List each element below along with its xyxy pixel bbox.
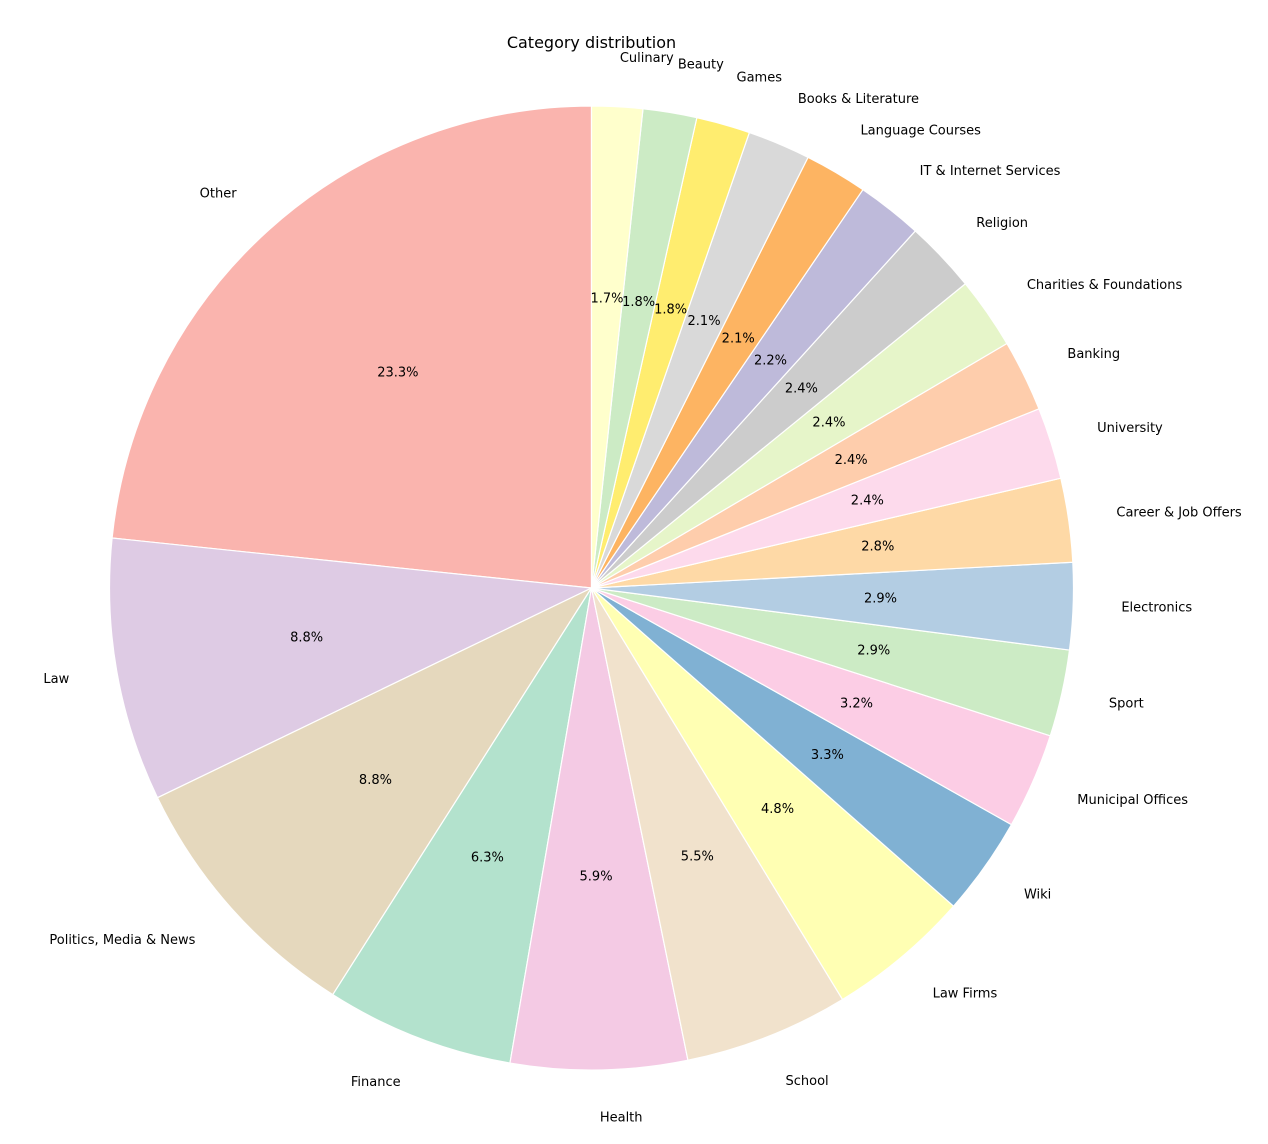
slice-pct-finance: 6.3%: [471, 850, 504, 865]
slice-pct-electronics: 2.9%: [864, 591, 897, 606]
slice-label-law: Law: [43, 672, 69, 687]
slice-pct-beauty: 1.8%: [622, 295, 655, 310]
slice-label-it-and-internet-services: IT & Internet Services: [920, 164, 1061, 179]
slice-label-wiki: Wiki: [1024, 887, 1051, 902]
slice-pct-games: 1.8%: [654, 302, 687, 317]
slice-pct-law: 8.8%: [290, 630, 323, 645]
slice-pct-charities-and-foundations: 2.4%: [812, 415, 845, 430]
slice-label-career-and-job-offers: Career & Job Offers: [1116, 506, 1242, 521]
slice-pct-politics-media-and-news: 8.8%: [359, 773, 392, 788]
slice-label-municipal-offices: Municipal Offices: [1077, 793, 1188, 808]
slice-label-school: School: [786, 1074, 829, 1089]
slice-label-games: Games: [737, 71, 783, 86]
slice-label-charities-and-foundations: Charities & Foundations: [1027, 278, 1183, 293]
slice-label-banking: Banking: [1067, 347, 1120, 362]
slice-pct-school: 5.5%: [681, 850, 714, 865]
slice-pct-career-and-job-offers: 2.8%: [861, 540, 894, 555]
slice-pct-language-courses: 2.1%: [722, 331, 755, 346]
slice-label-university: University: [1097, 421, 1163, 436]
slice-label-law-firms: Law Firms: [933, 986, 998, 1001]
slice-pct-wiki: 3.3%: [811, 748, 844, 763]
pie-wedges: [108, 105, 1075, 1071]
slice-pct-books-and-literature: 2.1%: [688, 314, 721, 329]
slice-label-culinary: Culinary: [620, 51, 674, 66]
slice-pct-health: 5.9%: [580, 870, 613, 885]
slice-pct-sport: 2.9%: [857, 644, 890, 659]
slice-label-finance: Finance: [351, 1075, 401, 1090]
slice-pct-law-firms: 4.8%: [761, 802, 794, 817]
slice-pct-other: 23.3%: [377, 366, 418, 381]
slice-label-books-and-literature: Books & Literature: [798, 92, 919, 107]
pie-slice-culinary: [590, 105, 644, 589]
slice-label-religion: Religion: [976, 216, 1028, 231]
slice-pct-culinary: 1.7%: [590, 292, 623, 307]
slice-label-electronics: Electronics: [1121, 601, 1192, 616]
slice-pct-religion: 2.4%: [785, 382, 818, 397]
pie-slice-other: [111, 105, 593, 589]
pie-slice-finance: [332, 587, 593, 1064]
slice-label-health: Health: [600, 1111, 643, 1126]
slice-pct-it-and-internet-services: 2.2%: [754, 353, 787, 368]
slice-pct-university: 2.4%: [851, 494, 884, 509]
chart-title: Category distribution: [506, 33, 677, 52]
pie-slice-health: [509, 587, 689, 1071]
slice-label-language-courses: Language Courses: [860, 124, 981, 139]
pie-slice-politics-media-and-news: [156, 587, 593, 996]
slice-pct-municipal-offices: 3.2%: [840, 696, 873, 711]
slice-pct-banking: 2.4%: [835, 453, 868, 468]
slice-label-other: Other: [200, 187, 238, 202]
pie-labels: Other 23.3% Law 8.8% Politics, Media & News 8…: [43, 51, 1242, 1126]
pie-slice-school: [590, 587, 844, 1061]
slice-label-beauty: Beauty: [678, 57, 724, 72]
slice-label-sport: Sport: [1109, 696, 1144, 711]
pie-slice-law: [108, 537, 593, 799]
slice-label-politics-media-and-news: Politics, Media & News: [49, 933, 195, 948]
